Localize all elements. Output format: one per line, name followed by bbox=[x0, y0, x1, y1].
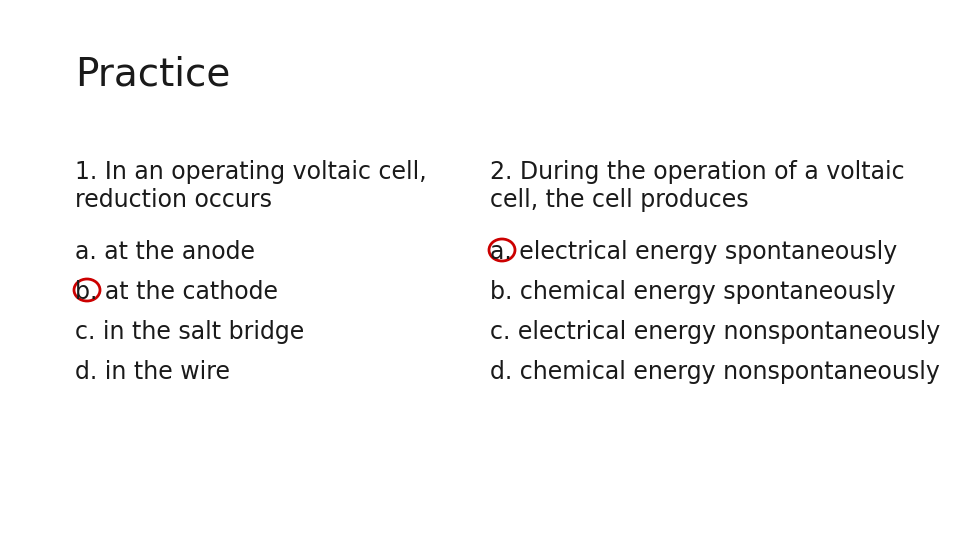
Text: 1. In an operating voltaic cell,: 1. In an operating voltaic cell, bbox=[75, 160, 426, 184]
Text: cell, the cell produces: cell, the cell produces bbox=[490, 188, 749, 212]
Text: reduction occurs: reduction occurs bbox=[75, 188, 272, 212]
Text: c. in the salt bridge: c. in the salt bridge bbox=[75, 320, 304, 344]
Text: c. electrical energy nonspontaneously: c. electrical energy nonspontaneously bbox=[490, 320, 940, 344]
Text: a. electrical energy spontaneously: a. electrical energy spontaneously bbox=[490, 240, 898, 264]
Text: a. at the anode: a. at the anode bbox=[75, 240, 255, 264]
Text: Practice: Practice bbox=[75, 55, 230, 93]
Text: b. at the cathode: b. at the cathode bbox=[75, 280, 278, 304]
Text: d. chemical energy nonspontaneously: d. chemical energy nonspontaneously bbox=[490, 360, 940, 384]
Text: 2. During the operation of a voltaic: 2. During the operation of a voltaic bbox=[490, 160, 904, 184]
Text: d. in the wire: d. in the wire bbox=[75, 360, 230, 384]
Text: b. chemical energy spontaneously: b. chemical energy spontaneously bbox=[490, 280, 896, 304]
